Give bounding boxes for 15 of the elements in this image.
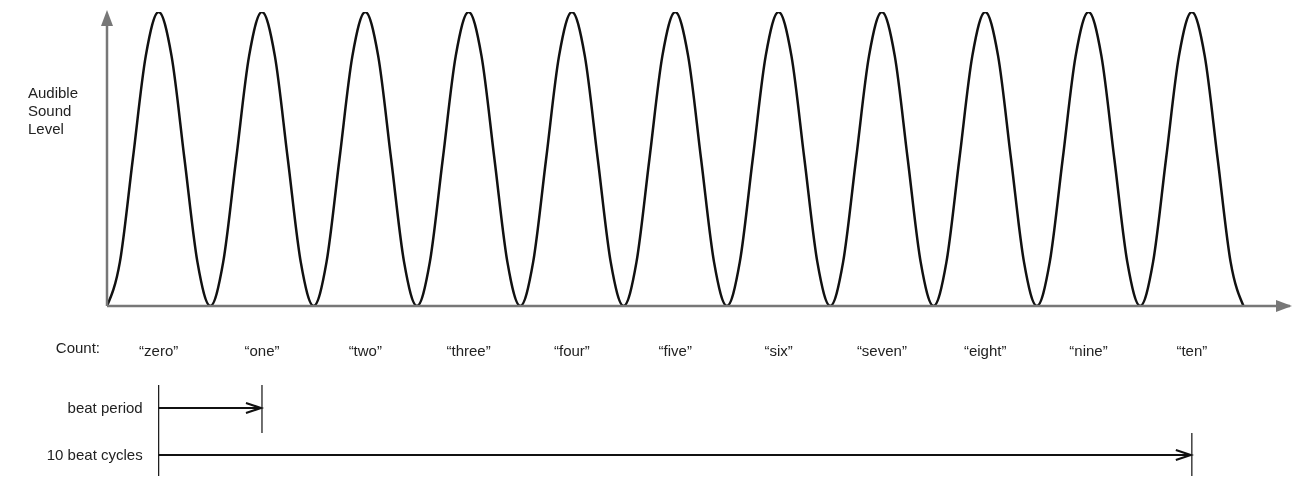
x-tick-label: “seven” [856, 342, 907, 359]
x-tick-label: “zero” [139, 342, 179, 359]
x-tick-label: “ten” [1176, 342, 1208, 359]
x-tick-label: “six” [764, 342, 793, 359]
x-axis-title: Count: [55, 339, 100, 356]
x-tick-label: “five” [658, 342, 692, 359]
x-tick-label: “two” [348, 342, 382, 359]
x-tick-label: “eight” [963, 342, 1007, 359]
y-axis-title: Audible Sound Level [28, 84, 79, 137]
x-tick-label: “nine” [1069, 342, 1108, 359]
x-tick-label: “four” [554, 342, 590, 359]
text: 10 beat cycles [46, 446, 143, 463]
x-tick-label: “three” [446, 342, 491, 359]
x-tick-label: “one” [244, 342, 280, 359]
text: beat period [67, 399, 143, 416]
